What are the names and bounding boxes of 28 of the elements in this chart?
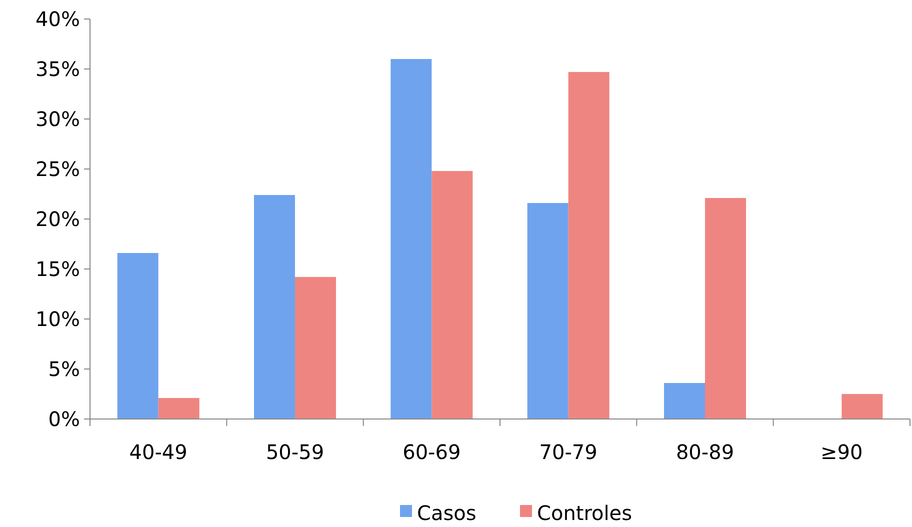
- bar: [254, 195, 295, 419]
- x-tick-label: 50-59: [266, 440, 324, 464]
- bar: [527, 203, 568, 419]
- bar: [664, 383, 705, 419]
- bar: [117, 253, 158, 419]
- legend-label: Controles: [537, 501, 632, 525]
- y-tick-label: 35%: [36, 57, 80, 81]
- bar: [295, 277, 336, 419]
- y-tick-label: 30%: [36, 107, 80, 131]
- x-tick-label: 60-69: [402, 440, 461, 464]
- y-tick-label: 20%: [36, 207, 80, 231]
- y-tick-label: 25%: [36, 157, 80, 181]
- bar: [432, 171, 473, 419]
- x-tick-label: 70-79: [539, 440, 598, 464]
- y-tick-label: 0%: [48, 407, 80, 431]
- bar: [158, 398, 200, 419]
- y-tick-label: 10%: [36, 307, 80, 331]
- y-tick-label: 5%: [48, 357, 80, 381]
- y-tick-label: 40%: [36, 7, 80, 31]
- bar: [390, 59, 432, 419]
- x-tick-label: 80-89: [676, 440, 734, 464]
- y-tick-label: 15%: [36, 257, 80, 281]
- x-tick-label: ≥90: [820, 440, 863, 464]
- bar: [705, 198, 746, 419]
- x-tick-label: 40-49: [129, 440, 188, 464]
- bar: [842, 394, 883, 419]
- legend-label: Casos: [417, 501, 476, 525]
- bar: [568, 72, 610, 419]
